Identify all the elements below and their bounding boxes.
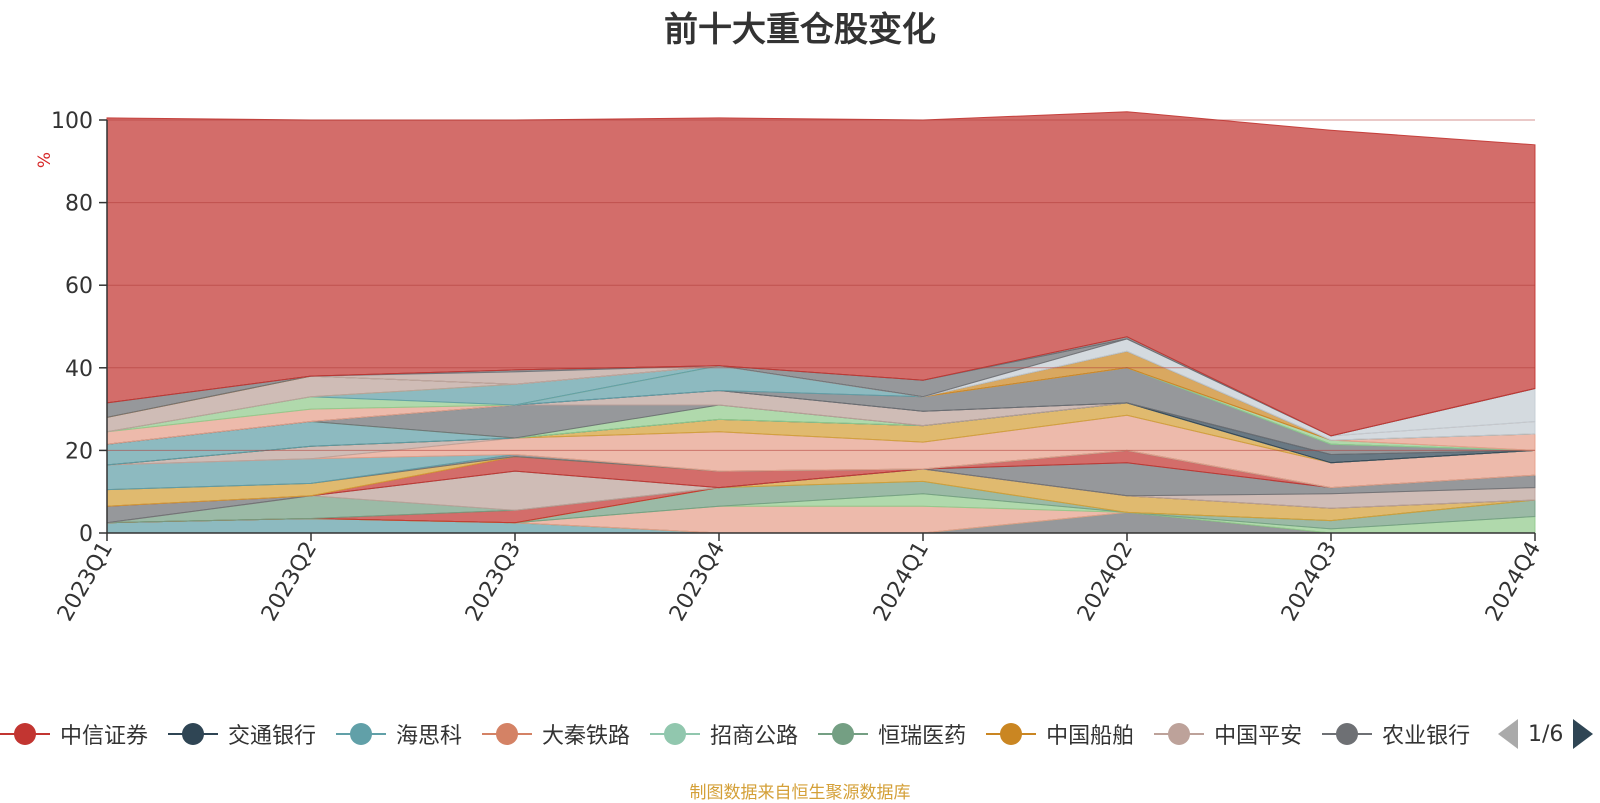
y-tick-label: 0	[79, 522, 93, 547]
y-tick-label: 100	[51, 109, 93, 134]
y-tick-label: 80	[65, 192, 93, 217]
legend-label: 农业银行	[1382, 724, 1471, 749]
axes	[106, 120, 1535, 534]
legend-marker-icon	[650, 722, 701, 746]
y-tick-label: 20	[65, 439, 93, 464]
legend-item[interactable]: 中国船舶	[986, 716, 1134, 752]
x-axis-ticks: 2023Q1 2023Q2 2023Q3 2023Q4 2024Q1 2024Q2 2024…	[53, 533, 1546, 626]
legend-item[interactable]: 招商公路	[650, 716, 798, 752]
legend-marker-icon	[1154, 722, 1205, 746]
legend-marker-icon	[818, 722, 869, 746]
x-tick-label: 2024Q1	[869, 538, 934, 626]
legend-label: 恒瑞医药	[878, 724, 967, 749]
legend-item[interactable]: 恒瑞医药	[818, 716, 966, 752]
x-tick-label: 2023Q4	[665, 538, 730, 626]
legend-marker-icon	[482, 722, 533, 746]
legend-item[interactable]: 农业银行	[1322, 716, 1470, 752]
chart-title: 前十大重仓股变化	[664, 10, 936, 50]
legend-item[interactable]: 大秦铁路	[482, 716, 630, 752]
grid-lines	[107, 119, 1535, 451]
legend-next-icon[interactable]	[1573, 719, 1594, 749]
legend-label: 交通银行	[228, 724, 317, 749]
legend-viewport: 中信证券 交通银行 海思科 大秦铁路 招商公路 恒瑞医药 中国船舶 中国平安 农业银行	[0, 716, 1482, 756]
legend-label: 中国船舶	[1046, 724, 1135, 749]
series-areas	[106, 111, 1536, 534]
x-tick-label: 2024Q2	[1073, 538, 1138, 626]
y-tick-label: 40	[65, 357, 93, 382]
x-tick-label: 2023Q3	[461, 538, 526, 626]
legend-page-indicator: 1/6	[1528, 721, 1564, 747]
source-note: 制图数据来自恒生聚源数据库	[689, 783, 911, 803]
legend-marker-icon	[168, 722, 219, 746]
legend-item[interactable]: 交通银行	[168, 716, 316, 752]
legend-marker-icon	[986, 722, 1037, 746]
y-tick-label: 60	[65, 274, 93, 299]
y-axis-ticks: 0 20 40 60 80 100	[51, 109, 107, 547]
legend-marker-icon	[336, 722, 387, 746]
legend-prev-icon[interactable]	[1498, 719, 1518, 749]
x-tick-label: 2024Q4	[1481, 538, 1546, 626]
x-tick-label: 2023Q2	[257, 538, 322, 626]
y-axis-label: %	[35, 152, 55, 168]
legend: 中信证券 交通银行 海思科 大秦铁路 招商公路 恒瑞医药 中国船舶 中国平安 农业银行 1/6	[0, 716, 1600, 756]
legend-marker-icon	[0, 722, 50, 746]
legend-label: 中国平安	[1214, 724, 1303, 749]
series-area-40	[106, 111, 1536, 437]
legend-marker-icon	[1322, 722, 1373, 746]
legend-item[interactable]: 海思科	[336, 716, 462, 752]
x-tick-label: 2024Q3	[1277, 538, 1342, 626]
legend-items: 中信证券 交通银行 海思科 大秦铁路 招商公路 恒瑞医药 中国船舶 中国平安 农业银行	[0, 716, 1482, 752]
legend-label: 招商公路	[710, 724, 799, 749]
legend-pager: 1/6	[1498, 716, 1594, 752]
x-tick-label: 2023Q1	[53, 538, 118, 626]
legend-item[interactable]: 中信证券	[0, 716, 148, 752]
legend-item[interactable]: 中国平安	[1154, 716, 1302, 752]
legend-label: 大秦铁路	[542, 724, 631, 749]
legend-label: 海思科	[396, 724, 463, 749]
legend-label: 中信证券	[60, 724, 149, 749]
